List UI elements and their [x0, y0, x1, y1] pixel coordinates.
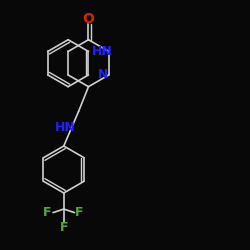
Text: F: F	[60, 221, 68, 234]
Text: O: O	[82, 12, 94, 26]
Text: F: F	[43, 206, 51, 219]
Text: F: F	[75, 206, 83, 219]
Text: N: N	[98, 68, 108, 82]
Text: HN: HN	[54, 121, 75, 134]
Text: HN: HN	[92, 45, 113, 58]
